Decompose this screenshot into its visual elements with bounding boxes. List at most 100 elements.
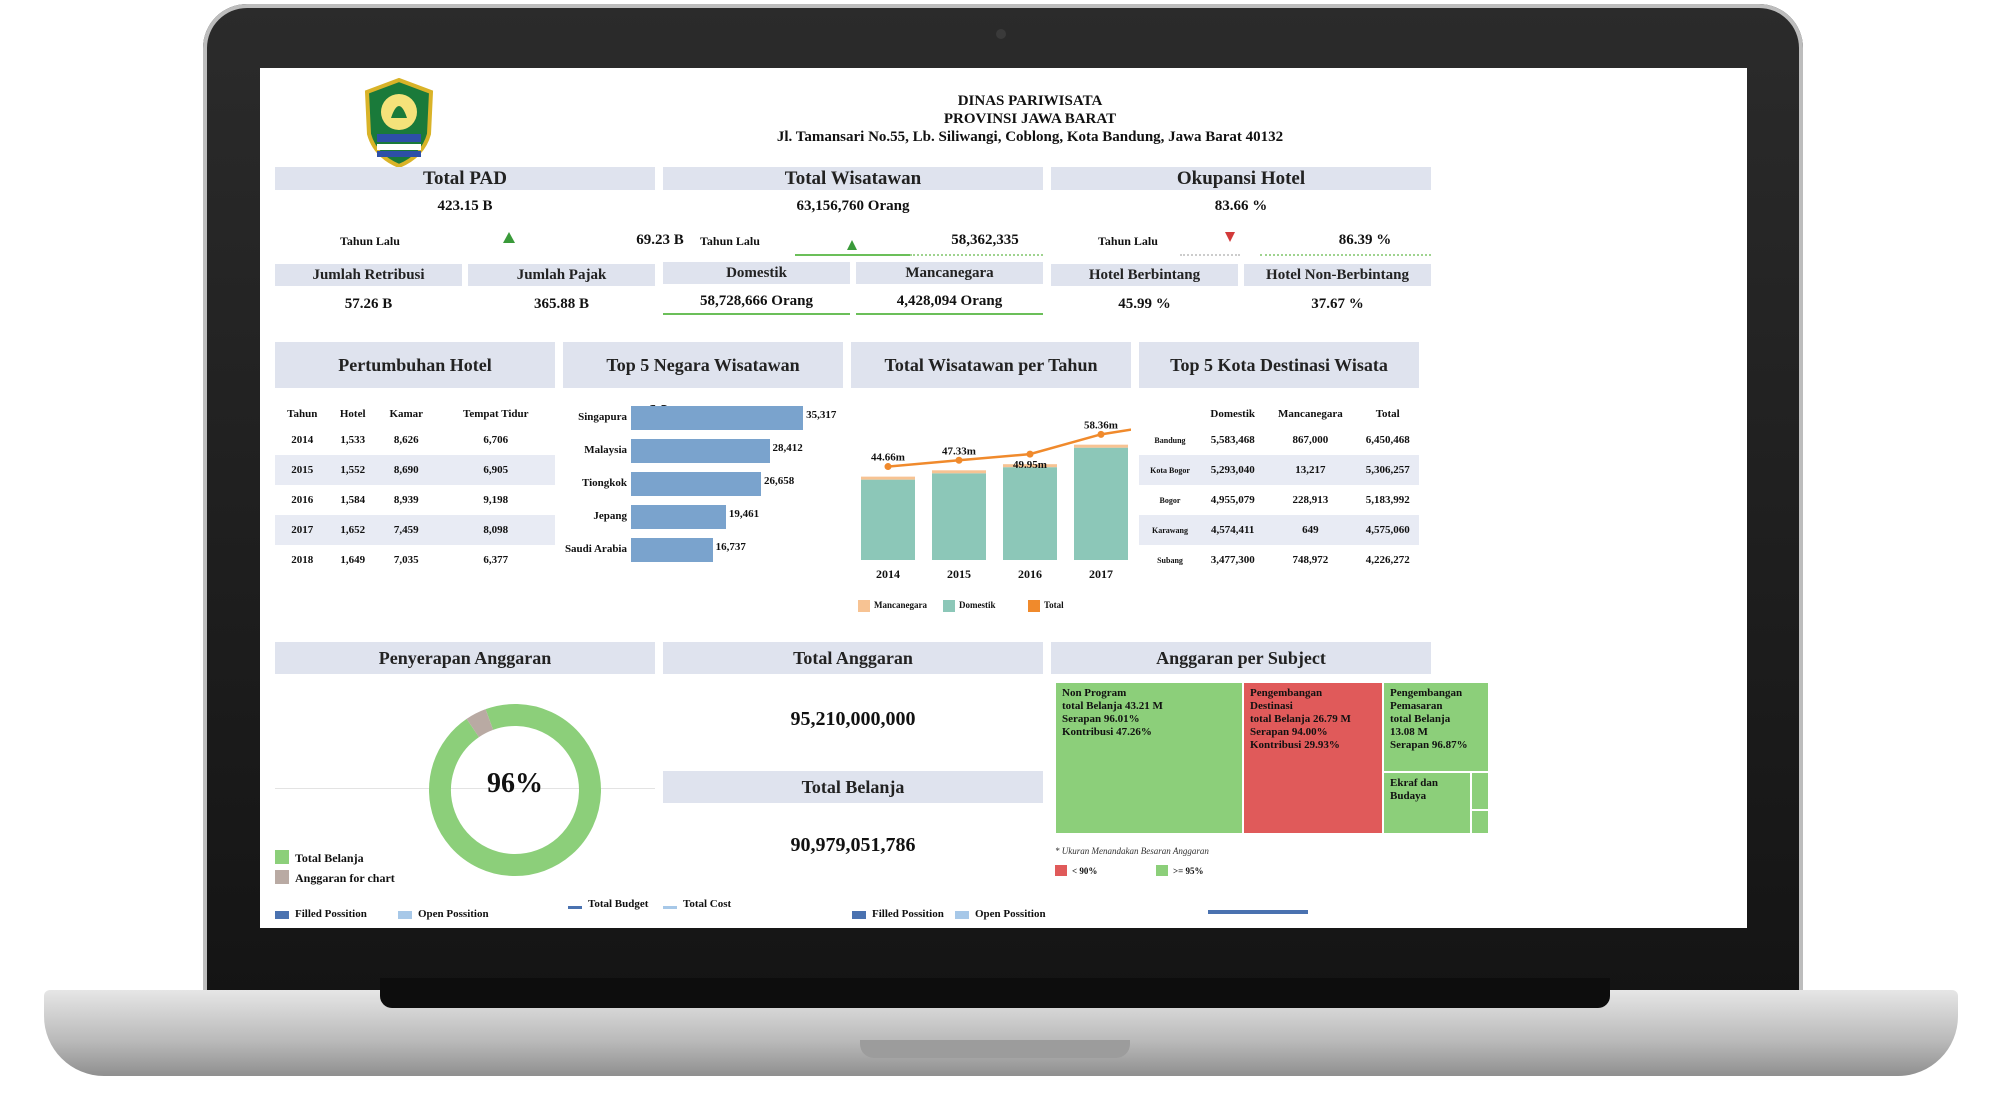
x-tick-label: 2014 <box>876 567 900 581</box>
total-belanja-title: Total Belanja <box>663 771 1043 803</box>
column-header: Kamar <box>389 408 424 420</box>
total-point <box>955 456 963 464</box>
table-cell: Subang <box>1157 555 1183 565</box>
treemap-line: total Belanja 43.21 M <box>1062 700 1163 712</box>
treemap-line: Budaya <box>1390 790 1427 802</box>
hotel-growth-table: Tahun Hotel Kamar Tempat Tidur 2014 1,53… <box>275 403 555 575</box>
treemap-line: Pemasaran <box>1390 700 1443 712</box>
column-header: Domestik <box>1210 408 1255 420</box>
mancanegara-bar[interactable] <box>1074 444 1128 448</box>
mancanegara-bar[interactable] <box>932 470 986 474</box>
bar-category-label: Tiongkok <box>581 477 627 489</box>
table-cell: 2016 <box>291 494 314 506</box>
table-row: Bandung 5,583,468 867,000 6,450,468 <box>1139 425 1419 455</box>
total-data-label: 47.33m <box>942 445 976 457</box>
bar-value-label: 28,412 <box>772 442 803 454</box>
hotel-non-berbintang-label: Hotel Non-Berbintang <box>1244 264 1431 286</box>
x-tick-label: 2015 <box>947 567 971 581</box>
table-row: Karawang 4,574,411 649 4,575,060 <box>1139 515 1419 545</box>
x-tick-label: 2016 <box>1018 567 1042 581</box>
domestik-bar[interactable] <box>932 473 986 560</box>
pad-up-arrow-icon <box>503 232 515 243</box>
okupansi-prev-dotted-b <box>1260 254 1431 256</box>
bar-value-label: 35,317 <box>806 409 837 421</box>
wisatawan-prev-bar <box>795 254 910 256</box>
dashboard-screen: DINAS PARIWISATA PROVINSI JAWA BARAT Jl.… <box>260 68 1747 928</box>
table-cell: 8,690 <box>393 464 419 476</box>
total-data-label: 44.66m <box>871 452 905 464</box>
agency-header: DINAS PARIWISATA PROVINSI JAWA BARAT Jl.… <box>620 92 1440 146</box>
pad-retribusi-label: Jumlah Retribusi <box>275 264 462 286</box>
column-header <box>1139 403 1201 425</box>
domestik-bar[interactable] <box>1003 467 1057 560</box>
mancanegara-bar[interactable] <box>861 476 915 480</box>
mancanegara-bar[interactable] <box>1003 464 1057 468</box>
wisatawan-tahun-title: Total Wisatawan per Tahun <box>851 342 1131 388</box>
donut-slice-anggaran[interactable] <box>425 700 605 880</box>
pad-pajak-value: 365.88 B <box>533 296 589 312</box>
table-cell: 6,377 <box>483 554 509 566</box>
table-cell: Bandung <box>1154 435 1186 445</box>
legend-label-total-belanja: Total Belanja <box>295 851 364 865</box>
wisatawan-up-arrow-icon <box>847 240 857 250</box>
table-cell: 5,306,257 <box>1365 464 1410 476</box>
ghost-label-filled: Filled Possition <box>295 908 367 920</box>
table-header-row: Domestik Mancanegara Total <box>1139 403 1419 425</box>
province-name: PROVINSI JAWA BARAT <box>943 111 1117 127</box>
okupansi-title: Okupansi Hotel <box>1051 167 1431 190</box>
domestik-bar[interactable] <box>1074 447 1128 560</box>
legend-swatch-under-90 <box>1055 865 1067 876</box>
total-data-label: 58.36m <box>1084 419 1118 431</box>
total-data-label: 49.95m <box>1013 459 1047 471</box>
anggaran-subject-title: Anggaran per Subject <box>1051 642 1431 674</box>
pad-value: 423.15 B <box>437 198 493 214</box>
bar[interactable] <box>631 406 804 430</box>
bar[interactable] <box>631 472 761 496</box>
okupansi-prev-value: 86.39 % <box>1338 232 1392 248</box>
total-point <box>1026 450 1034 458</box>
okupansi-prev-label: Tahun Lalu <box>1098 234 1158 248</box>
bar[interactable] <box>631 505 726 529</box>
table-cell: 2017 <box>291 524 314 536</box>
treemap-cell-pengembangan-destinasi[interactable]: Pengembangan Destinasi total Belanja 26.… <box>1243 682 1383 834</box>
treemap-cell-pengembangan-pemasaran[interactable]: Pengembangan Pemasaran total Belanja 13.… <box>1383 682 1489 772</box>
pad-prev-label: Tahun Lalu <box>340 234 400 248</box>
treemap-line: Serapan 96.01% <box>1062 713 1140 725</box>
table-cell: Karawang <box>1152 525 1188 535</box>
treemap-line: 13.08 M <box>1390 726 1428 738</box>
pad-retribusi-value: 57.26 B <box>344 296 393 312</box>
ghost-swatch-cost <box>663 906 677 909</box>
ghost-swatch-open <box>398 911 412 919</box>
legend-swatch-total-belanja <box>275 850 289 864</box>
table-cell: 1,652 <box>340 524 366 536</box>
table-row: 2014 1,533 8,626 6,706 <box>275 425 555 455</box>
table-cell: 1,649 <box>340 554 366 566</box>
table-cell: Bogor <box>1159 495 1181 505</box>
treemap-line: Non Program <box>1062 687 1127 699</box>
domestik-bar[interactable] <box>861 479 915 560</box>
penyerapan-guide-line <box>275 788 655 789</box>
column-header: Total <box>1375 408 1400 420</box>
table-row: Bogor 4,955,079 228,913 5,183,992 <box>1139 485 1419 515</box>
treemap-line: Pengembangan <box>1250 687 1323 699</box>
hotel-non-berbintang-value: 37.67 % <box>1311 296 1364 312</box>
legend-swatch-mancanegara <box>858 600 870 612</box>
bar[interactable] <box>631 439 770 463</box>
treemap-cell-ekraf-budaya[interactable]: Ekraf dan Budaya <box>1383 772 1471 834</box>
pad-pajak-label: Jumlah Pajak <box>468 264 655 286</box>
bar[interactable] <box>631 538 713 562</box>
ghost-swatch-filled-2 <box>852 911 866 919</box>
table-cell: Kota Bogor <box>1150 465 1190 475</box>
treemap-line: total Belanja <box>1390 713 1451 725</box>
webcam <box>996 29 1006 39</box>
mancanegara-underline <box>856 313 1043 315</box>
table-cell: 6,450,468 <box>1365 434 1410 446</box>
top5-kota-title: Top 5 Kota Destinasi Wisata <box>1139 342 1419 388</box>
wisatawan-title: Total Wisatawan <box>663 167 1043 190</box>
ghost-swatch-budget <box>568 906 582 909</box>
ghost-label-filled-2: Filled Possition <box>872 908 944 920</box>
treemap-cell-small-b[interactable] <box>1471 810 1489 834</box>
treemap-cell-small-a[interactable] <box>1471 772 1489 810</box>
hotel-growth-title: Pertumbuhan Hotel <box>275 342 555 388</box>
treemap-cell-non-program[interactable]: Non Program total Belanja 43.21 M Serapa… <box>1055 682 1243 834</box>
